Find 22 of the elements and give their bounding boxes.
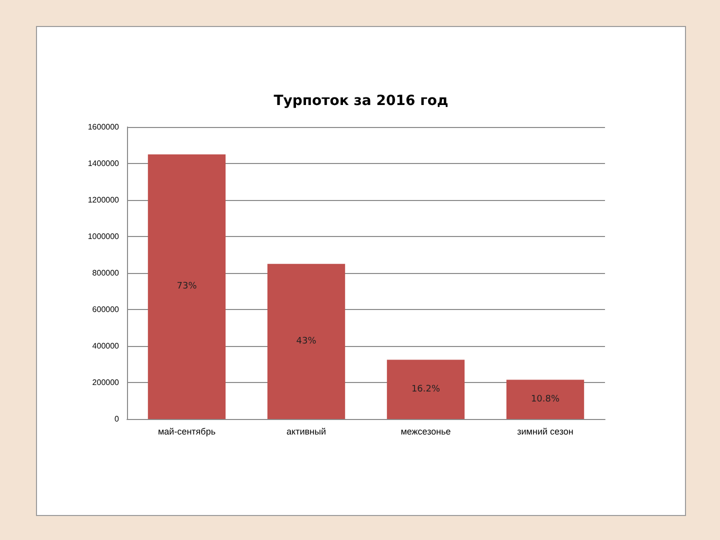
x-tick-label: активный	[286, 426, 326, 436]
y-tick-label: 400000	[92, 342, 120, 350]
y-tick-label: 800000	[92, 268, 120, 278]
x-tick-label: зимний сезон	[517, 426, 574, 436]
y-tick-label: 1400000	[88, 159, 120, 168]
x-tick-label: май-сентябрь	[158, 426, 216, 436]
bar	[386, 360, 465, 419]
bar	[267, 264, 346, 419]
y-tick-label: 1200000	[88, 196, 120, 204]
annotation: 43%	[296, 336, 317, 346]
y-tick-label: 200000	[92, 378, 120, 387]
x-tick-label: межсезонье	[400, 426, 451, 436]
bar	[148, 154, 226, 419]
chart-title: Турпоток за 2016 год	[274, 93, 448, 109]
y-tick-label: 1600000	[88, 122, 120, 132]
annotation: 10.8%	[530, 394, 560, 404]
annotation: 73%	[176, 282, 198, 292]
y-tick-label: 1000000	[88, 232, 120, 241]
bar	[506, 380, 584, 419]
y-tick-label: 600000	[92, 305, 120, 314]
annotation: 16.2%	[411, 384, 440, 394]
y-tick-label: 0	[114, 414, 120, 424]
